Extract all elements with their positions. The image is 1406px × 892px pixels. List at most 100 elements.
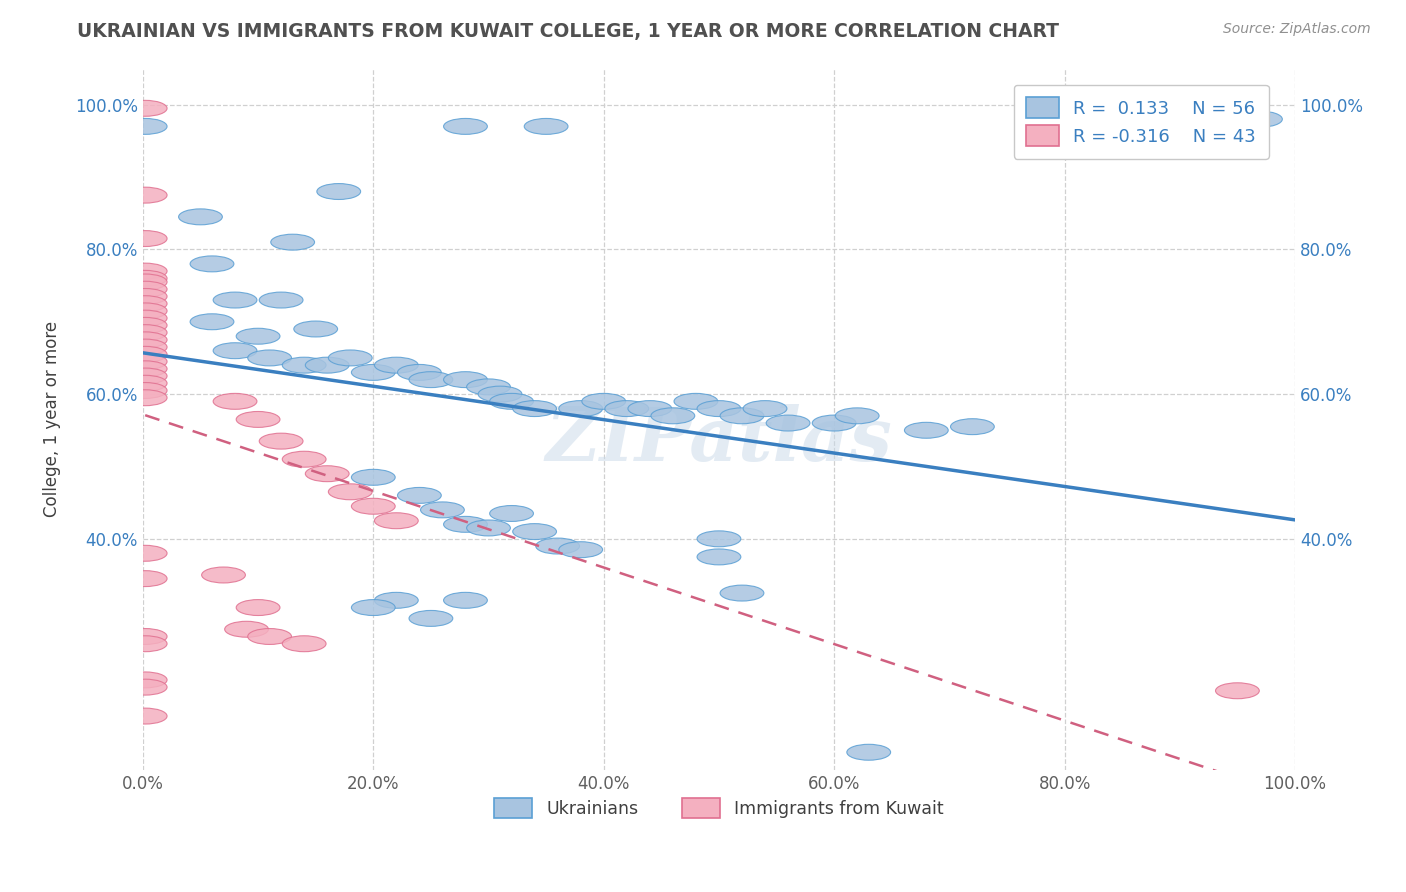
- Ellipse shape: [605, 401, 648, 417]
- Ellipse shape: [443, 119, 488, 135]
- Ellipse shape: [443, 372, 488, 388]
- Ellipse shape: [190, 314, 233, 330]
- Ellipse shape: [124, 353, 167, 369]
- Ellipse shape: [236, 328, 280, 344]
- Ellipse shape: [124, 231, 167, 246]
- Ellipse shape: [766, 415, 810, 431]
- Ellipse shape: [247, 629, 291, 644]
- Ellipse shape: [352, 365, 395, 380]
- Ellipse shape: [124, 101, 167, 116]
- Ellipse shape: [513, 401, 557, 417]
- Ellipse shape: [673, 393, 718, 409]
- Ellipse shape: [124, 270, 167, 286]
- Y-axis label: College, 1 year or more: College, 1 year or more: [44, 321, 60, 517]
- Ellipse shape: [628, 401, 672, 417]
- Ellipse shape: [214, 343, 257, 359]
- Ellipse shape: [420, 502, 464, 518]
- Ellipse shape: [124, 376, 167, 392]
- Ellipse shape: [305, 357, 349, 373]
- Ellipse shape: [190, 256, 233, 272]
- Ellipse shape: [124, 346, 167, 362]
- Ellipse shape: [271, 235, 315, 250]
- Text: UKRAINIAN VS IMMIGRANTS FROM KUWAIT COLLEGE, 1 YEAR OR MORE CORRELATION CHART: UKRAINIAN VS IMMIGRANTS FROM KUWAIT COLL…: [77, 22, 1059, 41]
- Ellipse shape: [124, 310, 167, 326]
- Ellipse shape: [283, 357, 326, 373]
- Ellipse shape: [225, 622, 269, 637]
- Ellipse shape: [316, 184, 360, 200]
- Ellipse shape: [489, 393, 533, 409]
- Ellipse shape: [214, 393, 257, 409]
- Ellipse shape: [374, 592, 418, 608]
- Ellipse shape: [720, 585, 763, 601]
- Ellipse shape: [651, 408, 695, 424]
- Text: Source: ZipAtlas.com: Source: ZipAtlas.com: [1223, 22, 1371, 37]
- Ellipse shape: [124, 636, 167, 652]
- Ellipse shape: [236, 411, 280, 427]
- Ellipse shape: [124, 339, 167, 355]
- Text: ZIPatlas: ZIPatlas: [546, 404, 893, 476]
- Ellipse shape: [124, 545, 167, 561]
- Ellipse shape: [443, 516, 488, 533]
- Ellipse shape: [329, 350, 373, 366]
- Ellipse shape: [124, 263, 167, 279]
- Legend: Ukrainians, Immigrants from Kuwait: Ukrainians, Immigrants from Kuwait: [488, 791, 950, 825]
- Ellipse shape: [124, 303, 167, 318]
- Ellipse shape: [305, 466, 349, 482]
- Ellipse shape: [124, 390, 167, 406]
- Ellipse shape: [236, 599, 280, 615]
- Ellipse shape: [489, 506, 533, 522]
- Ellipse shape: [124, 119, 167, 135]
- Ellipse shape: [558, 541, 603, 558]
- Ellipse shape: [582, 393, 626, 409]
- Ellipse shape: [524, 119, 568, 135]
- Ellipse shape: [513, 524, 557, 540]
- Ellipse shape: [1239, 112, 1282, 128]
- Ellipse shape: [904, 422, 948, 438]
- Ellipse shape: [294, 321, 337, 337]
- Ellipse shape: [124, 325, 167, 341]
- Ellipse shape: [352, 499, 395, 514]
- Ellipse shape: [124, 383, 167, 399]
- Ellipse shape: [720, 408, 763, 424]
- Ellipse shape: [409, 372, 453, 388]
- Ellipse shape: [950, 418, 994, 434]
- Ellipse shape: [478, 386, 522, 402]
- Ellipse shape: [283, 451, 326, 467]
- Ellipse shape: [259, 434, 304, 449]
- Ellipse shape: [374, 357, 418, 373]
- Ellipse shape: [443, 592, 488, 608]
- Ellipse shape: [259, 292, 304, 308]
- Ellipse shape: [124, 629, 167, 644]
- Ellipse shape: [124, 672, 167, 688]
- Ellipse shape: [179, 209, 222, 225]
- Ellipse shape: [214, 292, 257, 308]
- Ellipse shape: [398, 365, 441, 380]
- Ellipse shape: [1216, 682, 1260, 698]
- Ellipse shape: [352, 469, 395, 485]
- Ellipse shape: [124, 281, 167, 297]
- Ellipse shape: [124, 274, 167, 290]
- Ellipse shape: [352, 599, 395, 615]
- Ellipse shape: [124, 679, 167, 695]
- Ellipse shape: [374, 513, 418, 529]
- Ellipse shape: [124, 332, 167, 348]
- Ellipse shape: [846, 744, 890, 760]
- Ellipse shape: [201, 567, 246, 583]
- Ellipse shape: [835, 408, 879, 424]
- Ellipse shape: [467, 520, 510, 536]
- Ellipse shape: [124, 187, 167, 203]
- Ellipse shape: [467, 379, 510, 395]
- Ellipse shape: [283, 636, 326, 652]
- Ellipse shape: [558, 401, 603, 417]
- Ellipse shape: [536, 538, 579, 554]
- Ellipse shape: [398, 487, 441, 503]
- Ellipse shape: [409, 610, 453, 626]
- Ellipse shape: [697, 531, 741, 547]
- Ellipse shape: [124, 318, 167, 334]
- Ellipse shape: [329, 483, 373, 500]
- Ellipse shape: [124, 708, 167, 724]
- Ellipse shape: [697, 549, 741, 565]
- Ellipse shape: [124, 361, 167, 376]
- Ellipse shape: [124, 571, 167, 587]
- Ellipse shape: [247, 350, 291, 366]
